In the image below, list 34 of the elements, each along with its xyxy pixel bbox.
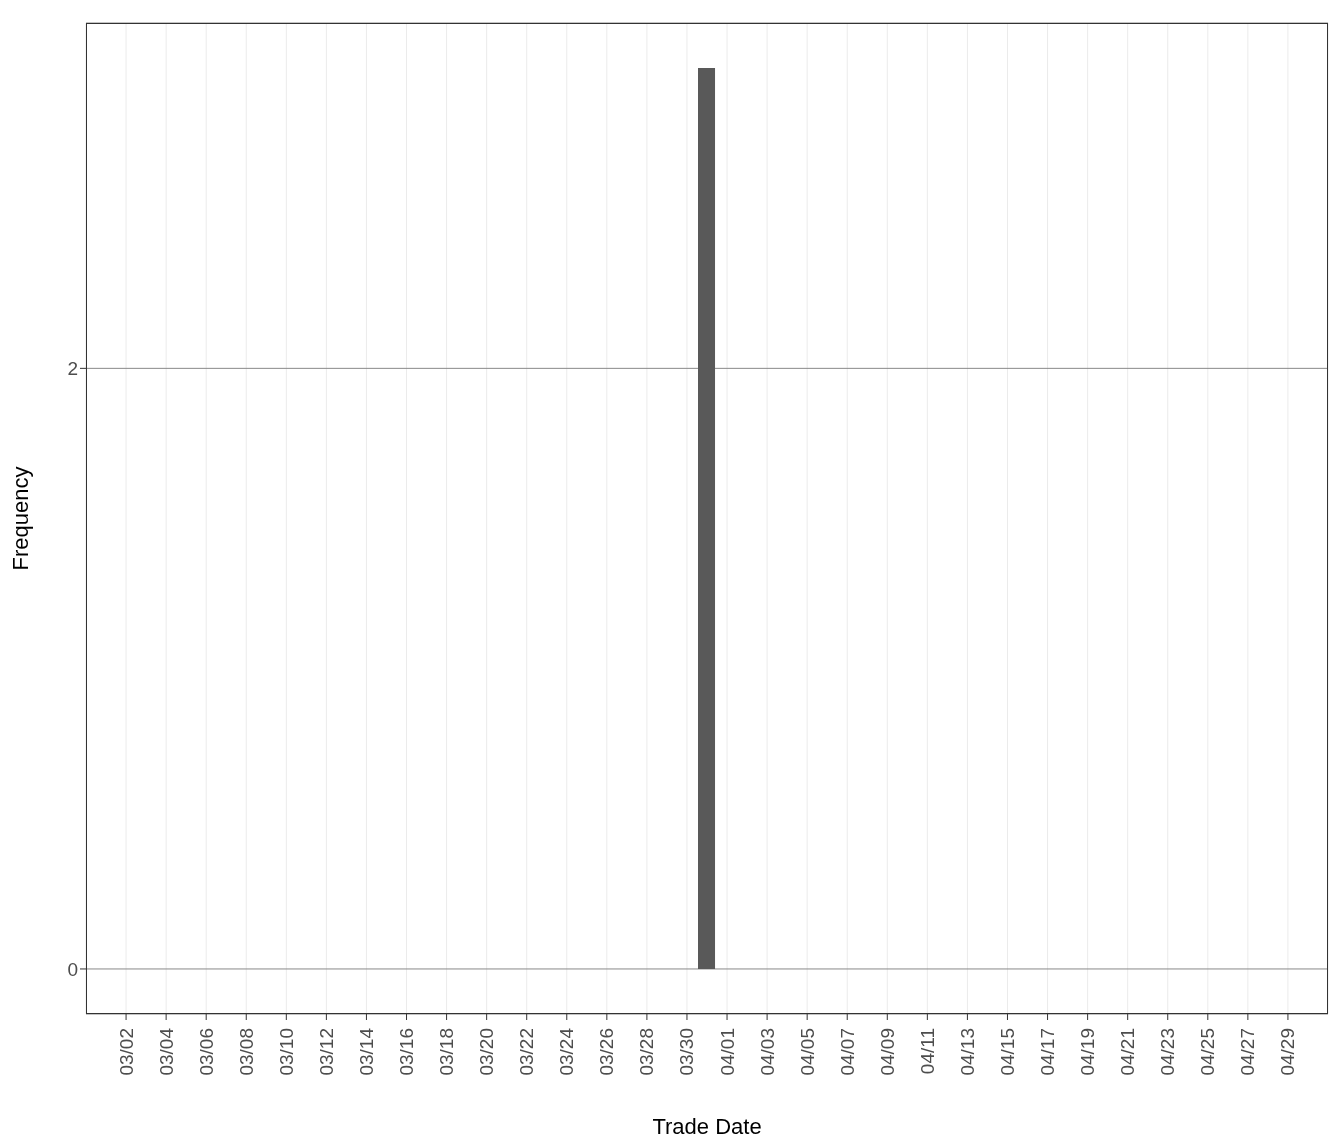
x-tick-label: 03/14: [355, 1027, 377, 1076]
x-tick-label: 03/20: [476, 1028, 498, 1076]
x-tick-label: 03/16: [396, 1028, 418, 1076]
x-tick-label: 04/19: [1077, 1028, 1099, 1076]
x-tick-label: 04/15: [996, 1028, 1018, 1076]
x-tick-label: 04/09: [876, 1028, 898, 1076]
x-tick-label: 04/05: [796, 1028, 818, 1076]
x-tick-label: 04/01: [716, 1028, 738, 1076]
x-tick-label: 04/11: [916, 1028, 938, 1075]
x-tick-label: 03/02: [115, 1028, 137, 1076]
x-tick-label: 03/06: [195, 1028, 217, 1076]
x-tick-label: 04/29: [1277, 1028, 1299, 1076]
y-axis-title: Frequency: [7, 466, 33, 571]
y-tick-label: 2: [67, 358, 78, 380]
x-tick-label: 04/17: [1037, 1028, 1059, 1076]
x-tick-label: 04/27: [1237, 1028, 1259, 1076]
x-tick-label: 03/22: [516, 1028, 538, 1076]
x-tick-label: 03/04: [155, 1027, 177, 1076]
x-tick-label: 03/08: [235, 1028, 257, 1076]
x-tick-label: 03/26: [596, 1028, 618, 1076]
x-axis-title: Trade Date: [652, 1114, 762, 1139]
y-tick-label: 0: [67, 958, 78, 980]
x-tick-label: 03/24: [556, 1027, 578, 1076]
x-tick-label: 03/12: [315, 1028, 337, 1076]
x-tick-label: 04/13: [956, 1028, 978, 1076]
x-tick-label: 03/30: [676, 1028, 698, 1076]
x-tick-label: 03/18: [436, 1028, 458, 1076]
x-tick-label: 04/07: [836, 1028, 858, 1076]
x-tick-label: 03/10: [275, 1028, 297, 1076]
x-tick-label: 04/21: [1117, 1028, 1139, 1076]
x-tick-label: 04/25: [1197, 1028, 1219, 1076]
x-tick-label: 04/23: [1157, 1028, 1179, 1076]
x-tick-label: 04/03: [756, 1028, 778, 1076]
x-tick-label: 03/28: [636, 1028, 658, 1076]
